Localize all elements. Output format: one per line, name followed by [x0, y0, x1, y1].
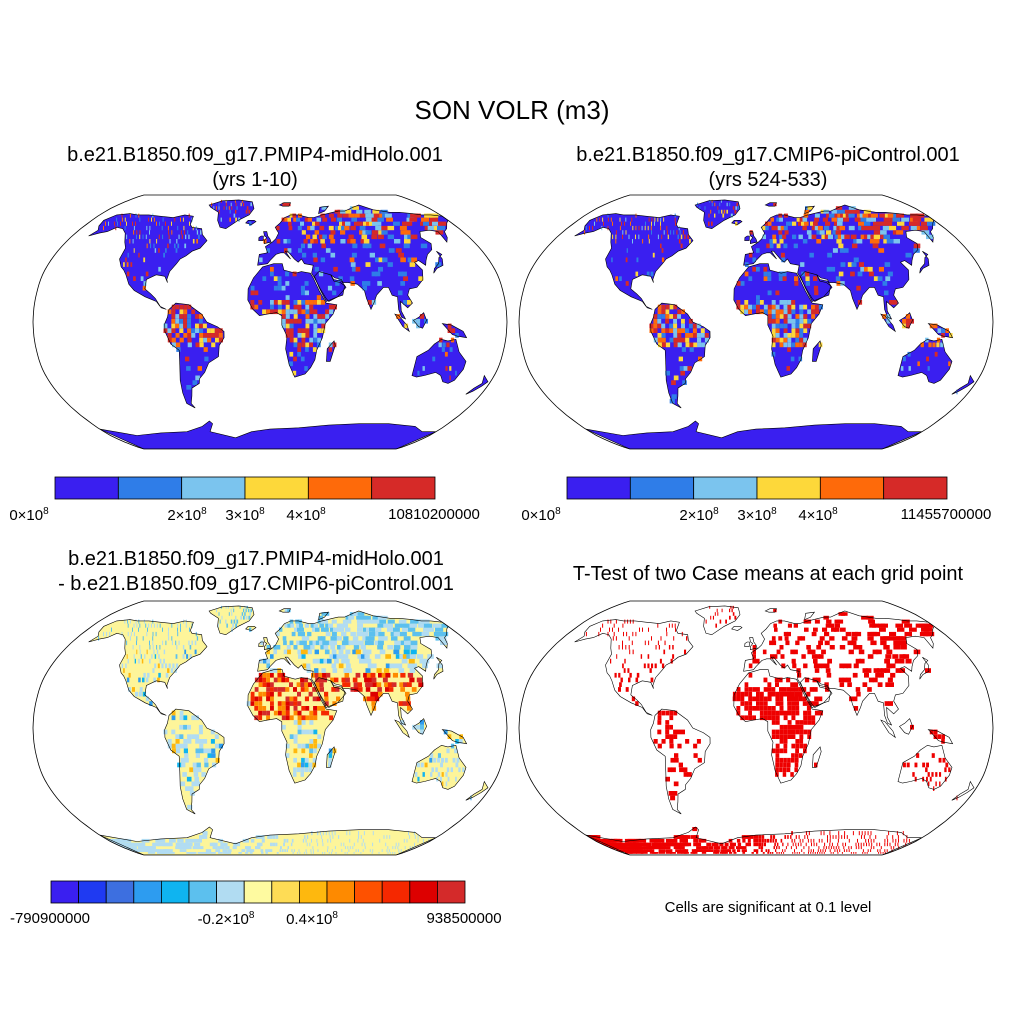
colorbar-tick-label: 3×108 [225, 506, 265, 524]
significance-note: Cells are significant at 0.1 level [664, 899, 872, 916]
panel3-map [32, 600, 508, 856]
colorbar-tick-label: 11455700000 [900, 506, 992, 523]
panel1-title-line1: b.e21.B1850.f09_g17.PMIP4-midHolo.001 [67, 144, 443, 166]
colorbar-tick-label: 938500000 [426, 910, 502, 927]
panel4-title-line1: T-Test of two Case means at each grid po… [572, 563, 964, 585]
colorbar-box [436, 880, 466, 904]
colorbar-box [216, 880, 245, 904]
colorbar-box [307, 476, 373, 500]
coastlines [88, 605, 489, 855]
colorbar-box [756, 476, 821, 500]
panel1-title: b.e21.B1850.f09_g17.PMIP4-midHolo.001 (y… [0, 143, 510, 193]
panel1-colorbar-labels: 0×108 2×108 3×108 4×108 10810200000 [0, 506, 512, 528]
colorbar-box [629, 476, 695, 500]
panel3-colorbar [50, 880, 466, 904]
colorbar-box [883, 476, 948, 500]
colorbar-tick-label: 4×108 [798, 506, 838, 524]
colorbar-box [244, 476, 309, 500]
panel1-map [32, 194, 508, 450]
map-boundary [518, 194, 994, 450]
coastlines [574, 605, 975, 855]
panel2-title-line1: b.e21.B1850.f09_g17.CMIP6-piControl.001 [576, 144, 960, 166]
colorbar-box [381, 880, 411, 904]
colorbar-box [181, 476, 246, 500]
panel3-title-line2: - b.e21.B1850.f09_g17.CMIP6-piControl.00… [58, 573, 454, 595]
colorbar-box [298, 880, 328, 904]
colorbar-tick-label: 3×108 [737, 506, 777, 524]
colorbar-box [271, 880, 300, 904]
colorbar-tick-label: 10810200000 [388, 506, 480, 523]
colorbar-tick-label: -790900000 [9, 910, 91, 927]
panel2-map [518, 194, 994, 450]
colorbar-tick-label: 0×108 [9, 506, 49, 524]
colorbar-box [409, 880, 438, 904]
colorbar-box [161, 880, 190, 904]
diff-field-layer [88, 605, 488, 855]
panel1-title-line2: (yrs 1-10) [212, 169, 298, 191]
colorbar-box [50, 880, 80, 904]
ttest-field-layer [574, 605, 974, 855]
colorbar-box [188, 880, 218, 904]
panel2-title-line2: (yrs 524-533) [708, 169, 828, 191]
panel1-colorbar [54, 476, 436, 500]
colorbar-box [243, 880, 273, 904]
colorbar-box [354, 880, 383, 904]
panel2-colorbar-labels: 0×108 2×108 3×108 4×108 11455700000 [512, 506, 1024, 528]
panel3-title-line1: b.e21.B1850.f09_g17.PMIP4-midHolo.001 [68, 548, 444, 570]
abs-field-layer [88, 199, 488, 449]
colorbar-box [133, 880, 162, 904]
panel4-title: T-Test of two Case means at each grid po… [512, 562, 1024, 587]
map-boundary [518, 600, 994, 856]
panel2-title: b.e21.B1850.f09_g17.CMIP6-piControl.001 … [512, 143, 1024, 193]
colorbar-tick-label: 2×108 [167, 506, 207, 524]
colorbar-box [105, 880, 135, 904]
colorbar-tick-label: 0.4×108 [286, 910, 338, 928]
coastlines [574, 199, 975, 449]
colorbar-box [566, 476, 631, 500]
map-boundary [32, 600, 508, 856]
colorbar-box [326, 880, 356, 904]
map-boundary [32, 194, 508, 450]
panel3-title: b.e21.B1850.f09_g17.PMIP4-midHolo.001 - … [0, 547, 512, 597]
colorbar-tick-label: 4×108 [286, 506, 326, 524]
colorbar-box [693, 476, 758, 500]
colorbar-box [819, 476, 885, 500]
ocean-background [519, 601, 993, 855]
figure-title: SON VOLR (m3) [414, 95, 610, 125]
colorbar-box [78, 880, 107, 904]
colorbar-tick-label: 0×108 [521, 506, 561, 524]
panel3-colorbar-labels: -790900000 -0.2×108 0.4×108 938500000 [0, 910, 512, 932]
colorbar-tick-label: -0.2×108 [197, 910, 255, 928]
colorbar-box [371, 476, 436, 500]
panel2-colorbar [566, 476, 948, 500]
colorbar-box [117, 476, 183, 500]
colorbar-tick-label: 2×108 [679, 506, 719, 524]
coastlines [88, 199, 489, 449]
panel4-map [518, 600, 994, 856]
abs-field-layer [574, 199, 974, 449]
colorbar-box [54, 476, 119, 500]
